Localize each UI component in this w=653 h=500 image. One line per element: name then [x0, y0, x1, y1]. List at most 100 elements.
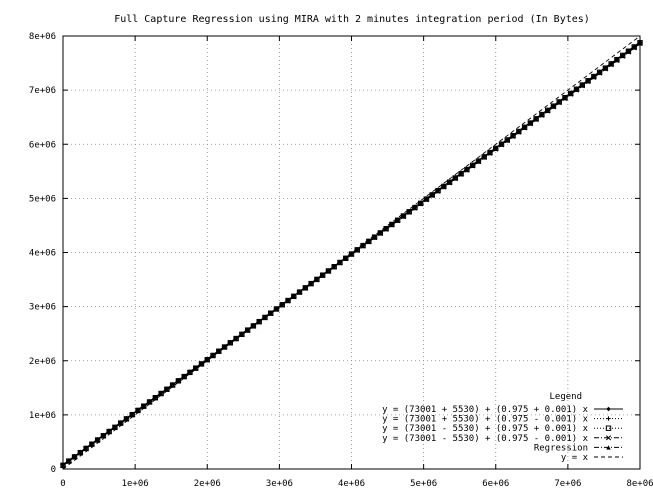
- data-point: [181, 374, 187, 379]
- data-point: [78, 450, 83, 455]
- data-point: [366, 239, 372, 244]
- x-tick-label: 5e+06: [410, 479, 437, 489]
- data-point: [372, 234, 377, 240]
- data-point: [418, 201, 423, 206]
- data-point: [343, 255, 348, 261]
- data-point: [585, 78, 591, 84]
- data-point: [66, 458, 71, 464]
- data-point: [118, 420, 123, 426]
- data-point: [407, 209, 412, 214]
- data-point: [591, 74, 597, 79]
- data-point: [228, 340, 233, 345]
- data-point: [620, 53, 625, 58]
- x-tick-label: 4e+06: [338, 479, 365, 489]
- y-tick-label: 6e+06: [29, 140, 56, 150]
- x-tick-label: 6e+06: [482, 479, 509, 489]
- data-point: [580, 82, 585, 88]
- data-point: [239, 331, 245, 337]
- data-point: [458, 171, 464, 176]
- data-point: [482, 154, 487, 160]
- data-point: [383, 226, 389, 231]
- legend-label: y = x: [561, 453, 589, 463]
- data-point: [605, 425, 612, 431]
- data-point: [441, 184, 447, 189]
- data-point: [606, 406, 611, 412]
- x-tick-label: 2e+06: [194, 479, 221, 489]
- data-point: [349, 251, 354, 257]
- data-point: [545, 108, 550, 113]
- series-line: [62, 35, 641, 470]
- x-tick-label: 0: [60, 479, 65, 489]
- data-point: [378, 230, 383, 236]
- y-tick-label: 8e+06: [29, 32, 56, 42]
- data-point: [176, 378, 181, 383]
- data-point: [597, 70, 602, 75]
- legend-label: y = (73001 + 5530) + (0.975 + 0.001) x: [382, 405, 588, 415]
- data-point: [470, 163, 475, 168]
- data-point: [395, 217, 400, 223]
- data-point: [141, 403, 146, 409]
- y-tick-label: 5e+06: [29, 194, 56, 204]
- chart-title: Full Capture Regression using MIRA with …: [114, 14, 590, 25]
- data-point: [522, 125, 527, 130]
- data-point: [487, 150, 493, 155]
- data-point: [539, 112, 545, 117]
- data-point: [205, 357, 210, 362]
- data-point: [130, 412, 135, 417]
- data-point: [574, 87, 579, 92]
- data-point: [101, 433, 106, 438]
- axis-ticks: 0 1e+06 2e+06 3e+06 4e+06 5e+06 6e+06 7e+06 8e+0…: [29, 32, 653, 489]
- data-point: [124, 416, 129, 421]
- data-point: [308, 281, 314, 286]
- data-point: [389, 222, 395, 227]
- data-point: [89, 441, 95, 447]
- data-point: [158, 391, 164, 396]
- data-point: [106, 429, 112, 434]
- data-point: [360, 243, 366, 248]
- x-tick-label: 1e+06: [122, 479, 149, 489]
- data-point: [505, 137, 510, 143]
- data-point: [72, 454, 77, 459]
- data-point: [499, 141, 504, 147]
- data-point: [187, 369, 193, 375]
- data-point: [614, 57, 620, 62]
- x-tick-label: 7e+06: [554, 479, 581, 489]
- data-point: [95, 437, 100, 442]
- y-tick-label: 7e+06: [29, 86, 56, 96]
- data-point: [516, 129, 522, 134]
- data-point: [153, 395, 158, 400]
- data-point: [476, 158, 481, 164]
- data-point: [533, 116, 539, 122]
- data-point: [233, 336, 239, 341]
- data-point: [164, 386, 170, 392]
- data-point: [608, 61, 614, 67]
- data-point: [303, 285, 308, 290]
- legend: Legend y = (73001 + 5530) + (0.975 + 0.0…: [382, 392, 623, 463]
- x-tick-label: 3e+06: [266, 479, 293, 489]
- data-point: [626, 49, 631, 54]
- data-point: [606, 445, 611, 450]
- x-tick-label: 8e+06: [626, 479, 653, 489]
- data-point: [632, 44, 637, 50]
- data-point: [510, 133, 516, 138]
- data-point: [314, 277, 320, 282]
- data-point: [216, 348, 221, 354]
- data-point: [193, 365, 198, 371]
- data-point: [430, 192, 435, 198]
- data-point: [528, 120, 533, 126]
- legend-label: y = (73001 - 5530) + (0.975 - 0.001) x: [382, 434, 588, 444]
- legend-label: Regression: [534, 443, 588, 453]
- grid-lines: [63, 36, 640, 469]
- y-tick-label: 3e+06: [29, 303, 56, 313]
- data-point: [355, 247, 360, 252]
- data-point: [493, 146, 498, 151]
- legend-label: y = (73001 - 5530) + (0.975 + 0.001) x: [382, 424, 588, 434]
- data-point: [326, 268, 331, 274]
- data-point: [320, 272, 325, 278]
- data-point: [605, 435, 612, 441]
- data-point: [606, 416, 611, 421]
- data-point: [447, 179, 452, 185]
- y-tick-label: 0: [51, 465, 56, 475]
- data-point: [435, 188, 441, 193]
